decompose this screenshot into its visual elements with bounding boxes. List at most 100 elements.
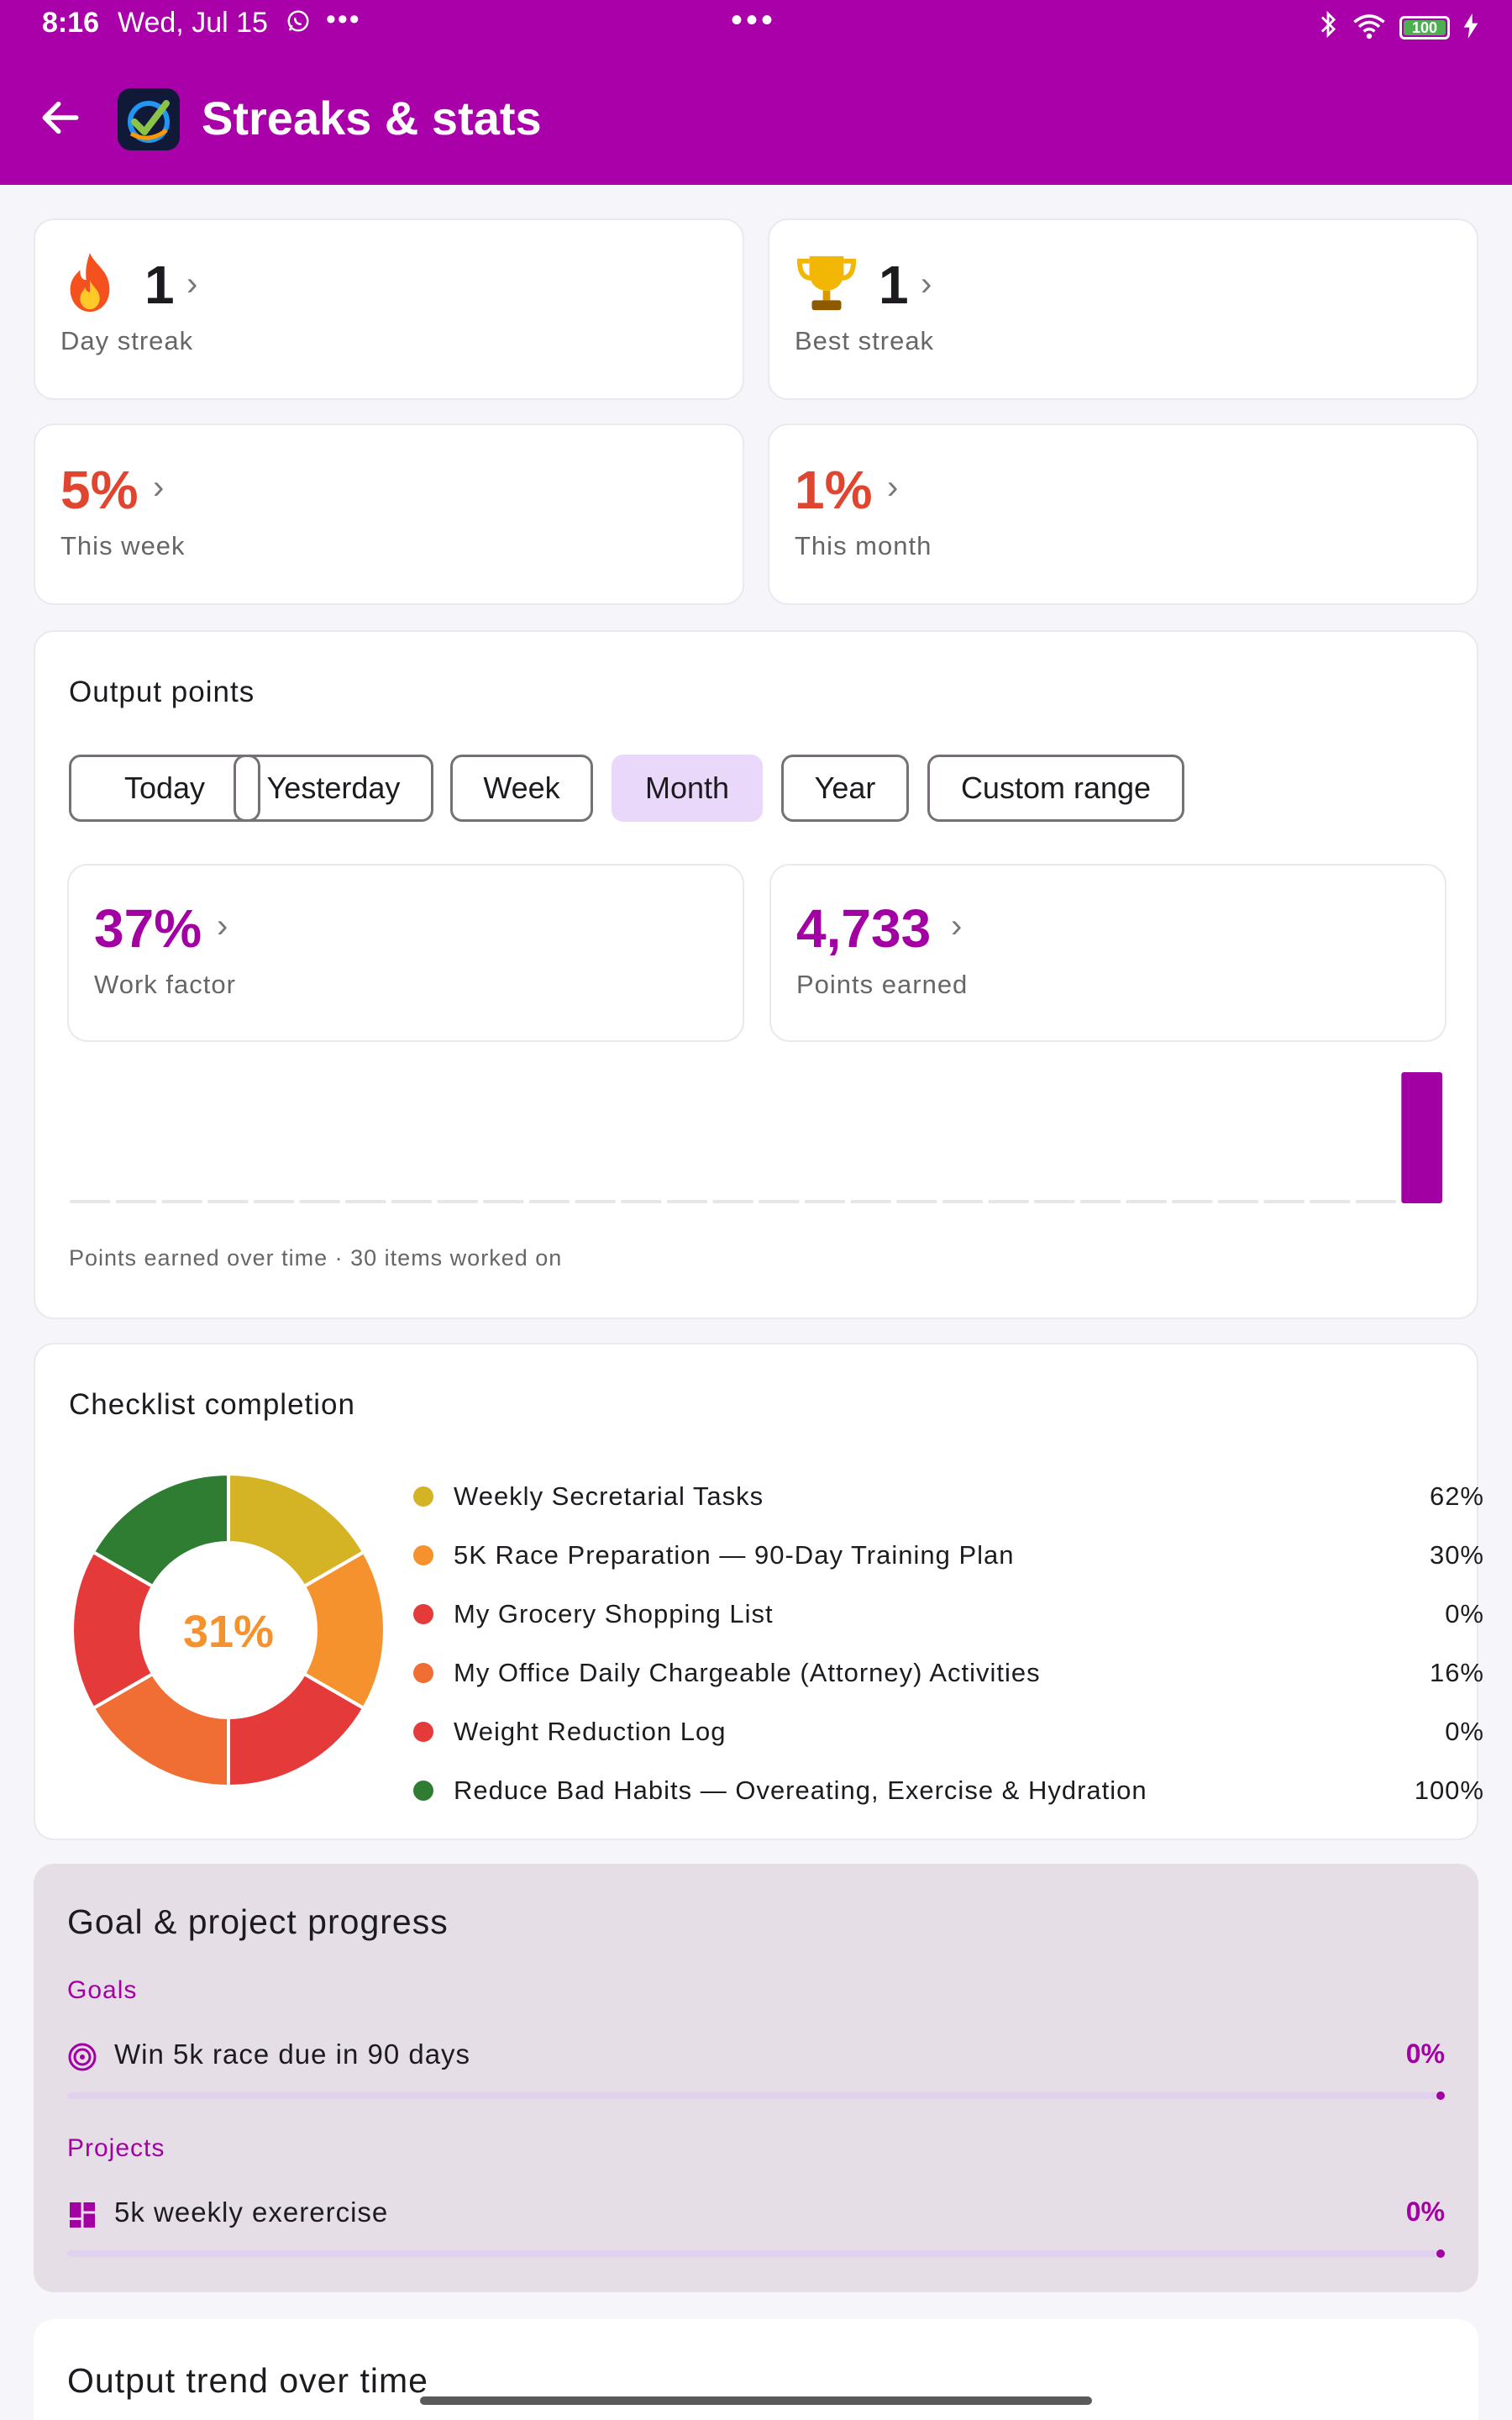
legend-name: My Office Daily Chargeable (Attorney) Ac… bbox=[454, 1658, 1041, 1687]
legend-percent: 30% bbox=[1429, 1540, 1484, 1570]
goal-name: Win 5k race due in 90 days bbox=[114, 2039, 471, 2070]
best-streak-value: 1 bbox=[879, 255, 909, 315]
checklist-title: Checklist completion bbox=[69, 1388, 355, 1421]
chart-bar-4 bbox=[207, 1200, 249, 1203]
arrow-left-icon[interactable] bbox=[37, 94, 84, 141]
legend-percent: 16% bbox=[1429, 1658, 1484, 1687]
home-indicator[interactable] bbox=[420, 2396, 1092, 2405]
points-earned-card[interactable]: 4,733 › Points earned bbox=[769, 864, 1446, 1042]
chip-week[interactable]: Week bbox=[450, 755, 593, 822]
chart-bar-7 bbox=[345, 1200, 386, 1203]
output-points-title: Output points bbox=[69, 676, 255, 708]
points-bar-chart bbox=[70, 1072, 1442, 1203]
app-bar: Streaks & stats bbox=[0, 52, 1512, 185]
chart-bar-19 bbox=[896, 1200, 937, 1203]
trophy-icon bbox=[795, 254, 858, 326]
charging-icon bbox=[1463, 13, 1478, 43]
chart-bar-28 bbox=[1310, 1200, 1351, 1203]
chart-bar-12 bbox=[575, 1200, 616, 1203]
chart-bar-27 bbox=[1263, 1200, 1305, 1203]
chip-yesterday[interactable]: Yesterday bbox=[234, 755, 433, 822]
wifi-icon bbox=[1352, 13, 1386, 44]
donut-slice-1 bbox=[302, 1549, 386, 1711]
chart-bar-6 bbox=[299, 1200, 340, 1203]
chip-today[interactable]: Today bbox=[69, 755, 260, 822]
projects-subtitle: Projects bbox=[67, 2134, 165, 2162]
this-month-card[interactable]: 1% › This month bbox=[768, 424, 1478, 605]
legend-name: 5K Race Preparation — 90-Day Training Pl… bbox=[454, 1540, 1015, 1570]
chart-bar-14 bbox=[666, 1200, 708, 1203]
goal-project-title: Goal & project progress bbox=[67, 1902, 449, 1941]
legend-name: Weekly Secretarial Tasks bbox=[454, 1481, 764, 1511]
chart-bar-17 bbox=[804, 1200, 846, 1203]
work-factor-value: 37% bbox=[94, 898, 202, 959]
chart-bar-24 bbox=[1126, 1200, 1167, 1203]
battery-level: 100 bbox=[1411, 19, 1438, 36]
chart-bar-2 bbox=[115, 1200, 157, 1203]
app-logo-icon bbox=[118, 88, 180, 150]
project-item[interactable]: 5k weekly exerercise 0% bbox=[67, 2190, 1445, 2240]
donut-slice-5 bbox=[91, 1471, 230, 1589]
bluetooth-icon bbox=[1317, 10, 1339, 45]
points-chart-caption: Points earned over time · 30 items worke… bbox=[69, 1245, 563, 1270]
chart-bar-5 bbox=[253, 1200, 295, 1203]
legend-item: My Office Daily Chargeable (Attorney) Ac… bbox=[413, 1644, 1484, 1702]
chevron-right-icon: › bbox=[186, 266, 198, 302]
legend-dot bbox=[413, 1663, 433, 1683]
day-streak-card[interactable]: 1 › Day streak bbox=[34, 218, 744, 400]
chart-bar-3 bbox=[161, 1200, 202, 1203]
chip-year[interactable]: Year bbox=[781, 755, 909, 822]
donut-slice-2 bbox=[227, 1671, 366, 1789]
donut-slice-4 bbox=[71, 1549, 155, 1711]
points-earned-label: Points earned bbox=[796, 970, 969, 999]
legend-item: Weekly Secretarial Tasks 62% bbox=[413, 1467, 1484, 1526]
legend-name: My Grocery Shopping List bbox=[454, 1599, 774, 1628]
chart-bar-26 bbox=[1217, 1200, 1259, 1203]
legend-item: My Grocery Shopping List 0% bbox=[413, 1585, 1484, 1644]
chart-bar-30 bbox=[1401, 1072, 1442, 1203]
this-week-value: 5% bbox=[60, 460, 139, 520]
chevron-right-icon: › bbox=[887, 469, 899, 506]
chart-bar-18 bbox=[850, 1200, 891, 1203]
chip-month[interactable]: Month bbox=[612, 755, 763, 822]
status-time: 8:16 bbox=[42, 7, 100, 39]
fire-icon bbox=[60, 250, 119, 328]
project-progress-bar bbox=[67, 2249, 1445, 2258]
best-streak-card[interactable]: 1 › Best streak bbox=[768, 218, 1478, 400]
battery-icon: 100 bbox=[1399, 16, 1450, 39]
checklist-completion-card: Checklist completion 31% Weekly Secretar… bbox=[34, 1343, 1483, 1840]
goal-item[interactable]: Win 5k race due in 90 days 0% bbox=[67, 2032, 1445, 2082]
legend-item: Reduce Bad Habits — Overeating, Exercise… bbox=[413, 1761, 1484, 1820]
donut-slice-3 bbox=[91, 1671, 230, 1789]
chart-bar-1 bbox=[70, 1200, 111, 1203]
legend-dot bbox=[413, 1604, 433, 1624]
center-dots-icon: ••• bbox=[731, 2, 777, 39]
work-factor-card[interactable]: 37% › Work factor bbox=[67, 864, 744, 1042]
legend-dot bbox=[413, 1781, 433, 1801]
day-streak-label: Day streak bbox=[60, 326, 194, 355]
this-week-card[interactable]: 5% › This week bbox=[34, 424, 744, 605]
legend-name: Weight Reduction Log bbox=[454, 1717, 727, 1746]
status-date: Wed, Jul 15 bbox=[118, 7, 268, 39]
chart-bar-15 bbox=[712, 1200, 753, 1203]
legend-dot bbox=[413, 1486, 433, 1507]
day-streak-value: 1 bbox=[144, 255, 175, 315]
chart-bar-8 bbox=[391, 1200, 433, 1203]
output-trend-title: Output trend over time bbox=[67, 2361, 428, 2400]
target-icon bbox=[67, 2042, 97, 2072]
project-percent: 0% bbox=[1405, 2196, 1445, 2227]
chevron-right-icon: › bbox=[153, 469, 165, 506]
best-streak-label: Best streak bbox=[795, 326, 935, 355]
progress-end-dot bbox=[1436, 2091, 1445, 2100]
chart-bar-25 bbox=[1172, 1200, 1213, 1203]
notification-more-icon: ••• bbox=[326, 3, 361, 35]
chart-bar-13 bbox=[621, 1200, 662, 1203]
chip-custom-range[interactable]: Custom range bbox=[927, 755, 1184, 822]
legend-percent: 100% bbox=[1414, 1776, 1484, 1805]
output-points-card: Output points Today Yesterday Week Month… bbox=[34, 630, 1478, 1319]
points-earned-value: 4,733 bbox=[796, 898, 932, 959]
legend-percent: 0% bbox=[1445, 1717, 1484, 1746]
chart-bar-22 bbox=[1034, 1200, 1075, 1203]
goal-progress-bar bbox=[67, 2091, 1445, 2100]
goal-percent: 0% bbox=[1405, 2039, 1445, 2069]
